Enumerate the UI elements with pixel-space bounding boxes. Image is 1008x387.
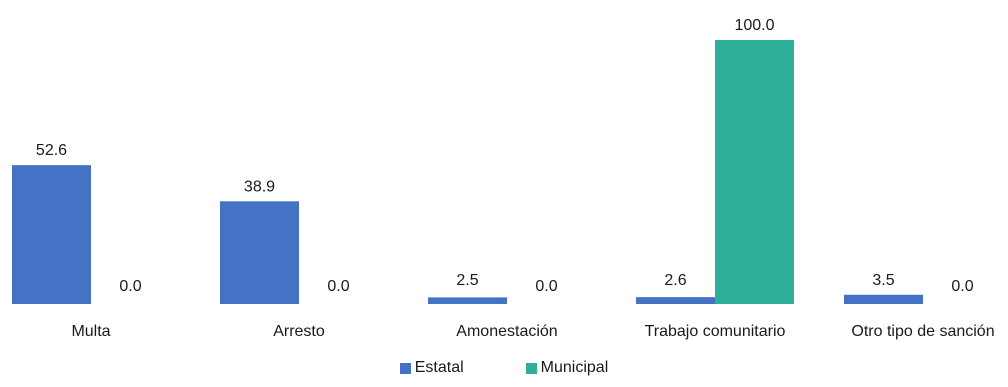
value-labels-group: 52.6 0.0 38.9 0.0 2.5 0.0 2.6 100.0 3.5 0.0 (36, 17, 974, 295)
value-label-municipal-2: 0.0 (535, 278, 557, 295)
bar-estatal-4 (844, 294, 923, 304)
category-label-2: Amonestación (456, 323, 557, 340)
bar-estatal-1 (220, 201, 299, 304)
value-label-municipal-3: 100.0 (734, 17, 774, 34)
category-label-1: Arresto (273, 323, 325, 340)
value-label-municipal-4: 0.0 (951, 278, 973, 295)
value-label-estatal-4: 3.5 (872, 272, 894, 289)
value-label-estatal-0: 52.6 (36, 142, 67, 159)
category-labels-group: Multa Arresto Amonestación Trabajo comunita… (71, 323, 994, 340)
legend-label-municipal: Municipal (540, 359, 609, 376)
legend-swatch-estatal (399, 362, 411, 374)
bar-estatal-0 (12, 165, 91, 304)
category-label-0: Multa (71, 323, 110, 340)
bar-estatal-3 (636, 297, 715, 304)
value-label-municipal-1: 0.0 (327, 278, 349, 295)
legend-item-municipal: Municipal (525, 359, 609, 377)
bar-municipal-3 (715, 40, 794, 304)
value-label-estatal-2: 2.5 (456, 272, 478, 289)
category-label-4: Otro tipo de sanción (851, 323, 994, 340)
bar-estatal-2 (428, 297, 507, 304)
legend: Estatal Municipal (0, 359, 1008, 377)
value-label-estatal-3: 2.6 (664, 272, 686, 289)
category-label-3: Trabajo comunitario (645, 323, 786, 340)
legend-swatch-municipal (525, 362, 537, 374)
value-label-estatal-1: 38.9 (244, 178, 275, 195)
legend-label-estatal: Estatal (414, 359, 464, 376)
value-label-municipal-0: 0.0 (119, 278, 141, 295)
bars-group (12, 40, 923, 304)
legend-item-estatal: Estatal (399, 359, 464, 377)
